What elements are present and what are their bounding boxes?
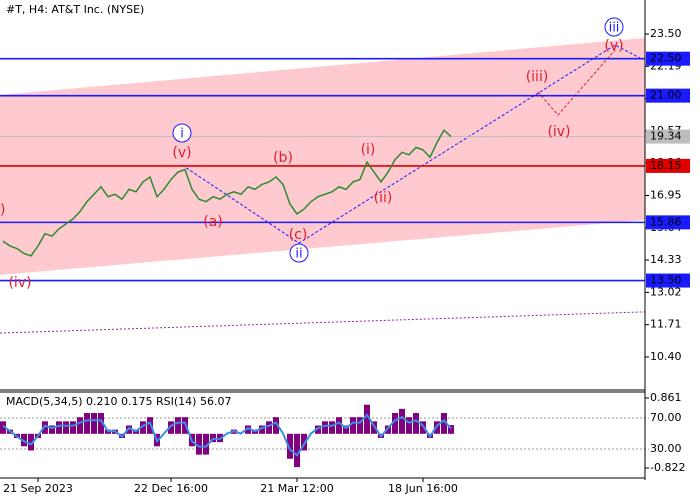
macd-bar <box>168 421 174 434</box>
y-tick-label: 23.50 <box>650 27 682 40</box>
wave-label: (a) <box>203 214 223 230</box>
y-tick-label: 11.71 <box>650 318 682 331</box>
wave-label: ii <box>295 247 302 262</box>
macd-bar <box>343 425 349 434</box>
macd-bar <box>399 408 405 434</box>
macd-bar <box>245 425 251 434</box>
macd-bar <box>49 425 55 434</box>
macd-bar <box>140 421 146 434</box>
wave-label: (iv) <box>8 275 31 291</box>
over-layer: 23.5022.1920.8819.5718.2616.9515.6414.33… <box>0 17 690 495</box>
y-tick-label: 13.02 <box>650 285 682 298</box>
macd-bar <box>385 425 391 434</box>
macd-bar <box>336 417 342 434</box>
rsi-tick-label: 30.00 <box>650 442 682 455</box>
wave-label: iii <box>609 21 620 36</box>
macd-bar <box>42 421 48 434</box>
y-tick-label: 10.40 <box>650 350 682 363</box>
level-box <box>646 215 690 230</box>
level-label: 13.50 <box>650 274 682 287</box>
wave-label: (c) <box>289 227 308 243</box>
macd-bar <box>406 417 412 434</box>
level-box <box>646 158 690 173</box>
wave-label: (i) <box>361 142 376 158</box>
level-label: 21.00 <box>650 89 682 102</box>
rsi-tick-label: 70.00 <box>650 411 682 424</box>
wave-circle <box>172 123 192 143</box>
macd-bar <box>294 433 300 468</box>
rsi-line <box>2 413 452 457</box>
macd-bar <box>322 421 328 434</box>
macd-bar <box>259 425 265 434</box>
macd-bar <box>147 417 153 434</box>
level-label: 22.50 <box>650 52 682 65</box>
x-tick-label: 22 Dec 16:00 <box>134 482 208 495</box>
macd-bar <box>175 417 181 434</box>
level-label: 18.15 <box>650 159 682 172</box>
macd-bar <box>77 417 83 434</box>
x-tick-label: 21 Sep 2023 <box>3 482 73 495</box>
macd-bar <box>28 433 34 451</box>
level-box <box>646 88 690 103</box>
channel <box>0 37 645 275</box>
wave-label: (iii) <box>526 69 549 85</box>
macd-bar <box>266 421 272 434</box>
macd-bar <box>392 413 398 434</box>
price-line <box>2 128 452 257</box>
wave-label: (ii) <box>374 190 393 206</box>
current-price-label: 19.34 <box>650 130 682 143</box>
macd-bar <box>287 433 293 459</box>
y-tick-label: 14.33 <box>650 253 682 266</box>
macd-bar <box>182 417 188 434</box>
level-box <box>646 273 690 288</box>
wave-circle <box>604 17 624 37</box>
macd-bar <box>98 413 104 434</box>
wave-label: (iv) <box>547 124 570 140</box>
subwave-path <box>537 49 616 116</box>
macd-tick-label: 0.861 <box>650 391 682 404</box>
x-tick-label: 21 Mar 12:00 <box>260 482 333 495</box>
wave-path <box>181 44 641 244</box>
indicator-title: MACD(5,34,5) 0.210 0.175 RSI(14) 56.07 <box>6 395 231 408</box>
wave-label: i <box>180 127 184 142</box>
wave-label: (b) <box>273 150 293 166</box>
macd-bar <box>196 433 202 455</box>
macd-bar <box>91 413 97 434</box>
macd-bar <box>357 417 363 434</box>
macd-bar <box>413 413 419 434</box>
x-tick-label: 18 Jun 16:00 <box>388 482 458 495</box>
macd-bar <box>441 413 447 434</box>
level-label: 15.86 <box>650 215 682 228</box>
macd-bar <box>350 417 356 434</box>
macd-bar <box>448 425 454 434</box>
macd-bar <box>203 433 209 455</box>
macd-bar <box>301 433 307 451</box>
under-layer <box>0 37 646 334</box>
level-box <box>646 51 690 66</box>
macd-bar <box>56 421 62 434</box>
macd-bar <box>84 413 90 434</box>
macd-bar <box>63 421 69 434</box>
macd-bar <box>0 421 6 434</box>
wave-label: (v) <box>604 38 623 54</box>
macd-bar <box>315 425 321 434</box>
y-tick-label: 16.95 <box>650 188 682 201</box>
macd-bar <box>329 421 335 434</box>
macd-bar <box>273 417 279 434</box>
macd-bar <box>364 404 370 434</box>
macd-bar <box>70 421 76 434</box>
macd-bar <box>126 425 132 434</box>
wave-circle <box>289 243 309 263</box>
chart-title: #T, H4: AT&T Inc. (NYSE) <box>6 3 144 16</box>
wave-label: ) <box>0 202 5 218</box>
macd-tick-label: -0.822 <box>650 461 685 474</box>
wave-label: (v) <box>172 145 191 161</box>
current-price-box <box>646 129 690 144</box>
trend-line <box>0 311 646 334</box>
